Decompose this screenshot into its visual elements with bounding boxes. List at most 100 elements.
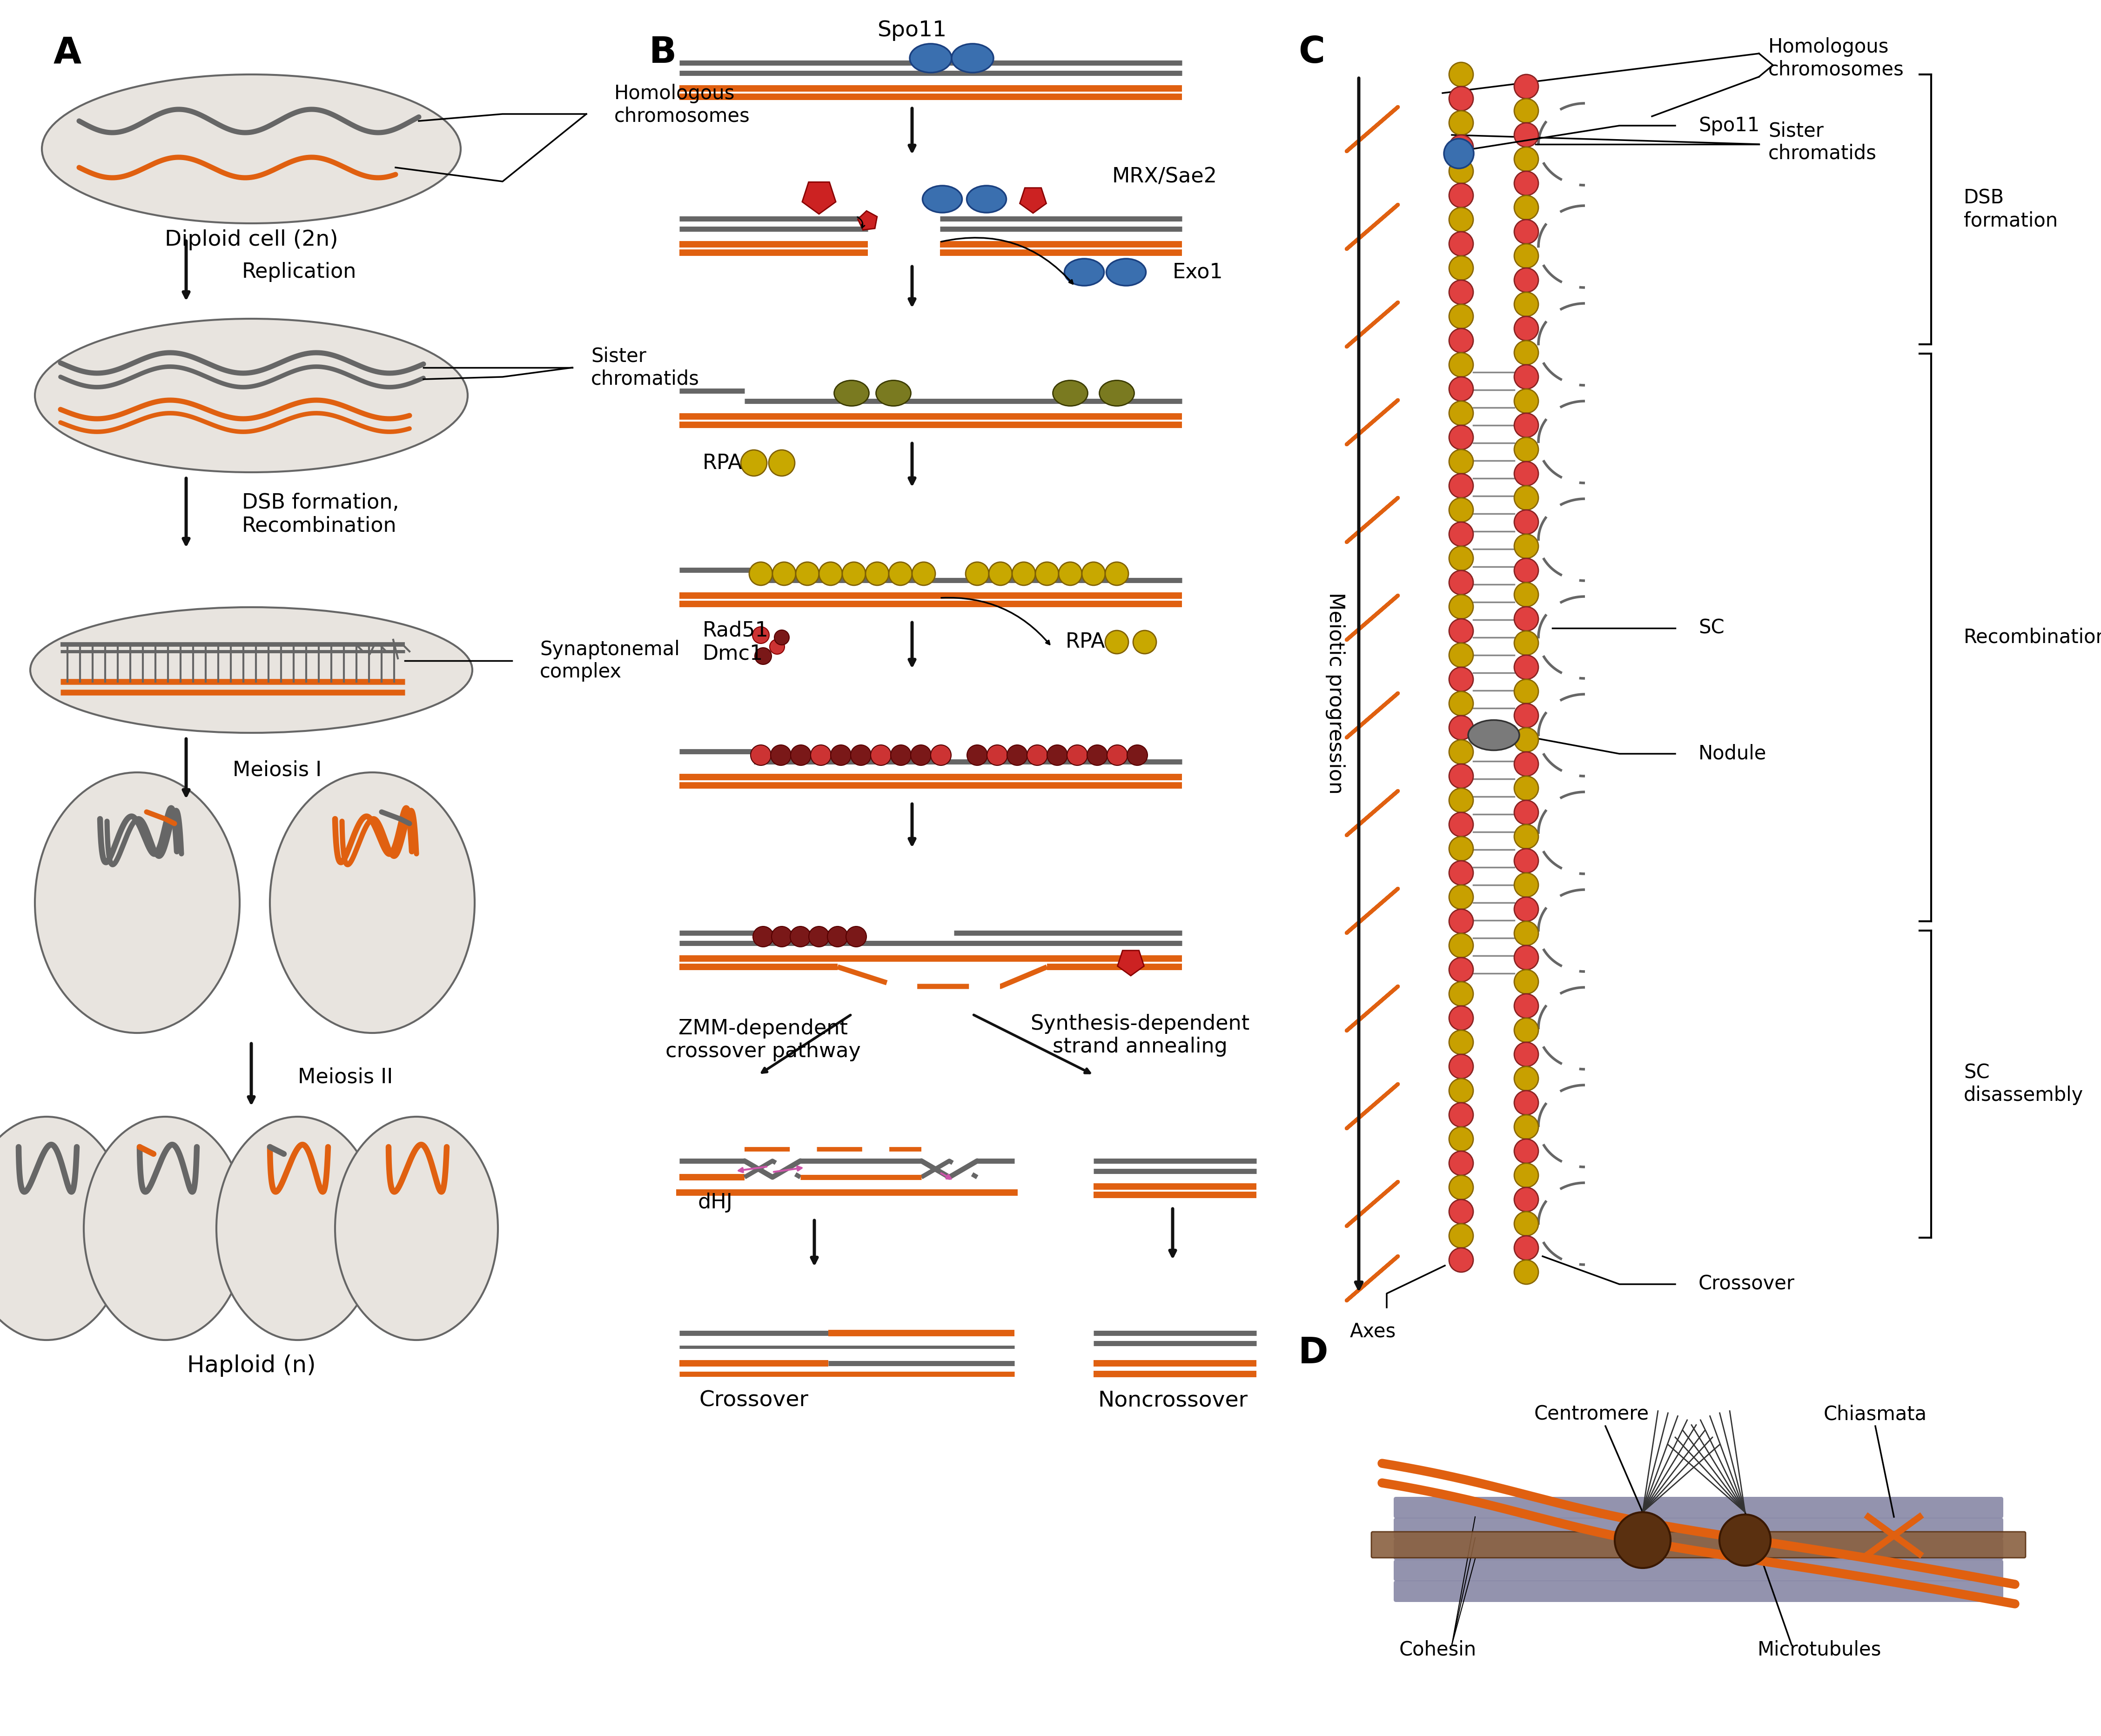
Circle shape xyxy=(1515,462,1538,486)
Ellipse shape xyxy=(216,1116,380,1340)
Circle shape xyxy=(1515,413,1538,437)
Circle shape xyxy=(891,745,912,766)
Circle shape xyxy=(843,562,866,585)
Circle shape xyxy=(987,745,1008,766)
Text: Haploid (n): Haploid (n) xyxy=(187,1354,315,1377)
Circle shape xyxy=(1450,1151,1473,1175)
Circle shape xyxy=(1450,304,1473,328)
Circle shape xyxy=(1515,583,1538,608)
Text: RPA: RPA xyxy=(702,453,742,472)
Circle shape xyxy=(1450,1127,1473,1151)
Circle shape xyxy=(1515,1066,1538,1090)
Circle shape xyxy=(1515,1090,1538,1115)
Circle shape xyxy=(1450,87,1473,111)
Ellipse shape xyxy=(36,773,240,1033)
Text: Sister
chromatids: Sister chromatids xyxy=(590,347,700,389)
Circle shape xyxy=(1515,776,1538,800)
Text: Recombination: Recombination xyxy=(1964,628,2101,648)
Circle shape xyxy=(966,745,987,766)
Circle shape xyxy=(1515,1260,1538,1285)
Circle shape xyxy=(1013,562,1036,585)
Text: Meiosis I: Meiosis I xyxy=(233,760,321,779)
Circle shape xyxy=(1515,849,1538,873)
Circle shape xyxy=(1515,654,1538,679)
Circle shape xyxy=(1515,559,1538,583)
Text: Synthesis-dependent
strand annealing: Synthesis-dependent strand annealing xyxy=(1029,1014,1250,1057)
Circle shape xyxy=(1450,812,1473,837)
Circle shape xyxy=(1132,630,1156,654)
Circle shape xyxy=(828,927,849,946)
Circle shape xyxy=(1450,425,1473,450)
Circle shape xyxy=(1450,279,1473,304)
Circle shape xyxy=(830,745,851,766)
Circle shape xyxy=(847,927,866,946)
Circle shape xyxy=(1450,62,1473,87)
Ellipse shape xyxy=(1107,259,1145,286)
Circle shape xyxy=(1450,1200,1473,1224)
Circle shape xyxy=(1450,111,1473,135)
Circle shape xyxy=(1515,510,1538,535)
FancyBboxPatch shape xyxy=(1393,1517,2002,1540)
Text: A: A xyxy=(53,35,82,69)
Circle shape xyxy=(1515,1017,1538,1042)
Circle shape xyxy=(1450,571,1473,595)
Circle shape xyxy=(866,562,889,585)
Circle shape xyxy=(1450,740,1473,764)
Circle shape xyxy=(1515,946,1538,970)
Circle shape xyxy=(775,630,790,644)
Circle shape xyxy=(1450,1078,1473,1102)
Circle shape xyxy=(1450,715,1473,740)
Circle shape xyxy=(1450,667,1473,691)
Text: D: D xyxy=(1298,1335,1328,1371)
Ellipse shape xyxy=(966,186,1006,212)
Text: DSB formation,
Recombination: DSB formation, Recombination xyxy=(242,493,399,536)
Circle shape xyxy=(1515,1115,1538,1139)
Circle shape xyxy=(1450,1054,1473,1078)
Text: Noncrossover: Noncrossover xyxy=(1097,1391,1248,1411)
Circle shape xyxy=(790,745,811,766)
Circle shape xyxy=(819,562,843,585)
Circle shape xyxy=(752,627,769,644)
Circle shape xyxy=(754,648,771,665)
Text: Meiotic progression: Meiotic progression xyxy=(1326,592,1345,795)
Circle shape xyxy=(1450,231,1473,255)
Circle shape xyxy=(966,562,990,585)
Circle shape xyxy=(1515,1163,1538,1187)
Circle shape xyxy=(1515,437,1538,462)
Circle shape xyxy=(1515,1139,1538,1163)
Circle shape xyxy=(1450,910,1473,934)
Text: Homologous
chromosomes: Homologous chromosomes xyxy=(613,83,750,125)
Circle shape xyxy=(1450,691,1473,715)
Ellipse shape xyxy=(29,608,473,733)
Text: Meiosis II: Meiosis II xyxy=(298,1068,393,1087)
Circle shape xyxy=(1006,745,1027,766)
Ellipse shape xyxy=(952,43,994,73)
Circle shape xyxy=(1515,220,1538,243)
Circle shape xyxy=(1450,1029,1473,1054)
Ellipse shape xyxy=(1099,380,1135,406)
Ellipse shape xyxy=(0,1116,128,1340)
Circle shape xyxy=(1450,547,1473,571)
Ellipse shape xyxy=(876,380,912,406)
Circle shape xyxy=(1515,608,1538,630)
Circle shape xyxy=(769,450,794,476)
Circle shape xyxy=(1515,148,1538,172)
Text: Spo11: Spo11 xyxy=(1698,116,1759,135)
Circle shape xyxy=(1515,243,1538,267)
Circle shape xyxy=(1515,123,1538,148)
Text: C: C xyxy=(1298,35,1326,69)
Circle shape xyxy=(750,562,773,585)
Circle shape xyxy=(1515,1042,1538,1066)
Circle shape xyxy=(1450,1102,1473,1127)
Circle shape xyxy=(1105,562,1128,585)
Circle shape xyxy=(1515,292,1538,316)
Text: Crossover: Crossover xyxy=(1698,1274,1794,1293)
Circle shape xyxy=(1515,703,1538,727)
Circle shape xyxy=(1515,727,1538,752)
Circle shape xyxy=(1082,562,1105,585)
Circle shape xyxy=(1107,745,1128,766)
Text: SC: SC xyxy=(1698,618,1725,637)
Circle shape xyxy=(1450,377,1473,401)
Circle shape xyxy=(1450,450,1473,474)
Text: Chiasmata: Chiasmata xyxy=(1824,1404,1927,1424)
